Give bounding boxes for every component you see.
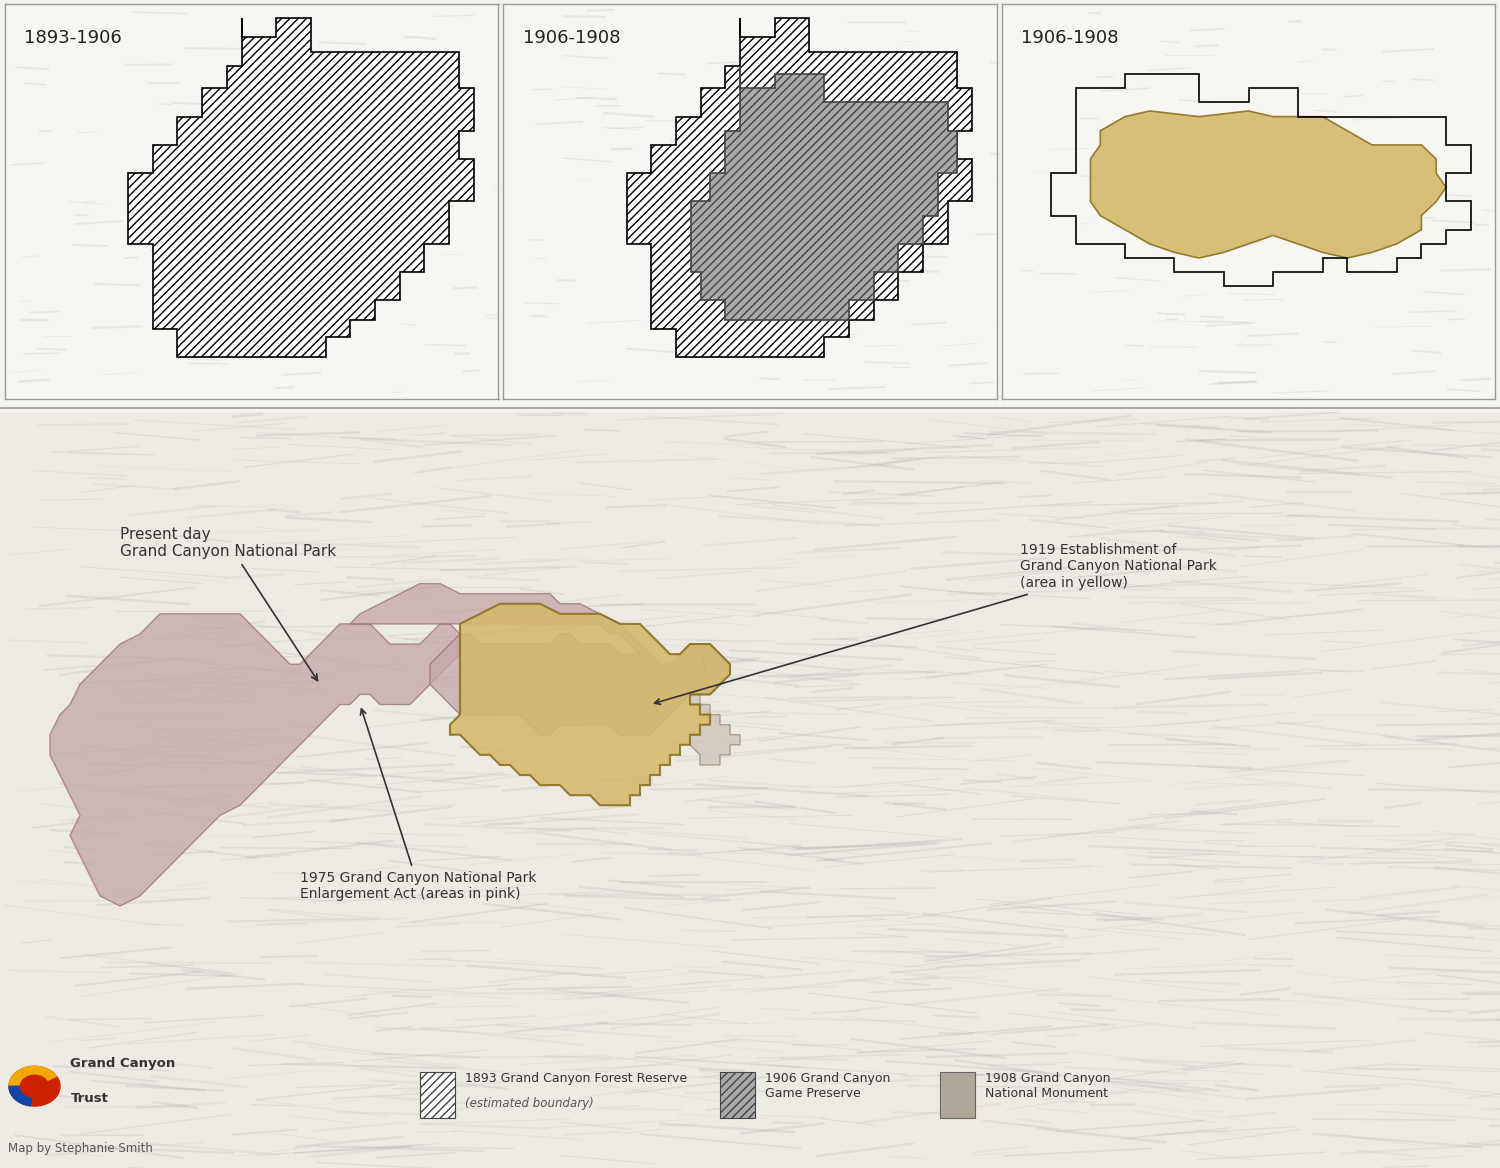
Text: 1906-1908: 1906-1908 (524, 29, 621, 47)
Text: 1893 Grand Canyon Forest Reserve: 1893 Grand Canyon Forest Reserve (465, 1072, 687, 1085)
Text: 1893-1906: 1893-1906 (24, 29, 122, 47)
Text: Map by Stephanie Smith: Map by Stephanie Smith (8, 1142, 153, 1155)
Polygon shape (420, 1072, 454, 1118)
Text: Grand Canyon: Grand Canyon (70, 1057, 176, 1070)
Circle shape (9, 1066, 60, 1106)
Polygon shape (627, 18, 972, 357)
Text: 1906-1908: 1906-1908 (1022, 29, 1119, 47)
Text: Present day
Grand Canyon National Park: Present day Grand Canyon National Park (120, 527, 336, 681)
Polygon shape (690, 65, 957, 320)
Text: 1908 Grand Canyon
National Monument: 1908 Grand Canyon National Monument (986, 1072, 1110, 1100)
Circle shape (21, 1076, 48, 1097)
Text: 1975 Grand Canyon National Park
Enlargement Act (areas in pink): 1975 Grand Canyon National Park Enlargem… (300, 709, 537, 901)
Text: 1906 Grand Canyon
Game Preserve: 1906 Grand Canyon Game Preserve (765, 1072, 891, 1100)
Polygon shape (450, 604, 730, 805)
Wedge shape (9, 1086, 34, 1106)
Polygon shape (128, 18, 474, 357)
Polygon shape (720, 1072, 754, 1118)
Text: 1919 Establishment of
Grand Canyon National Park
(area in yellow): 1919 Establishment of Grand Canyon Natio… (1020, 543, 1216, 590)
Text: (estimated boundary): (estimated boundary) (465, 1098, 594, 1111)
Polygon shape (350, 584, 730, 735)
Text: Trust: Trust (70, 1092, 108, 1105)
Wedge shape (9, 1066, 57, 1086)
Polygon shape (940, 1072, 975, 1118)
Polygon shape (1090, 111, 1446, 258)
Polygon shape (690, 644, 740, 765)
Polygon shape (50, 614, 461, 906)
